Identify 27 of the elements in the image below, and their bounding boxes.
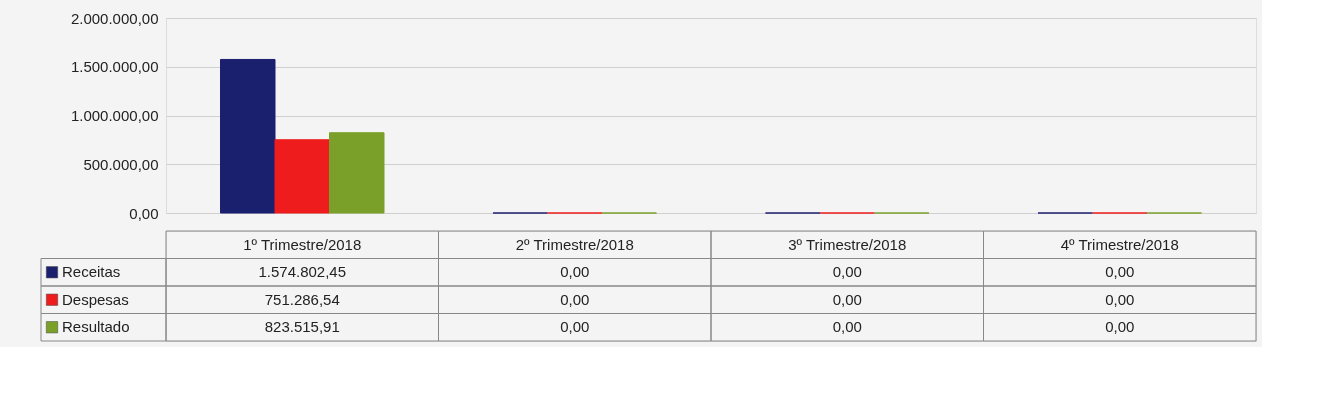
- bar: [329, 132, 385, 214]
- data-label: 0,00: [832, 290, 862, 308]
- legend-label: Resultado: [62, 318, 130, 336]
- data-label: 0,00: [1105, 263, 1135, 281]
- legend-label: Despesas: [62, 290, 129, 308]
- y-tick-label: 1.500.000,00: [70, 58, 159, 76]
- legend-label: Receitas: [62, 263, 121, 281]
- data-label: 0,00: [560, 263, 590, 281]
- x-tick-label: 4º Trimestre/2018: [1060, 235, 1179, 253]
- data-label: 0,00: [560, 318, 590, 336]
- data-label: 0,00: [1105, 290, 1135, 308]
- x-tick-label: 1º Trimestre/2018: [243, 235, 362, 253]
- data-label: 823.515,91: [264, 318, 340, 336]
- bar: [220, 58, 276, 214]
- bar: [274, 139, 330, 214]
- data-label: 0,00: [832, 263, 862, 281]
- y-tick-label: 500.000,00: [83, 155, 159, 173]
- x-tick-label: 3º Trimestre/2018: [788, 235, 907, 253]
- data-label: 0,00: [832, 318, 862, 336]
- x-tick-label: 2º Trimestre/2018: [515, 235, 634, 253]
- y-tick-label: 0,00: [129, 204, 159, 222]
- y-tick-label: 2.000.000,00: [70, 9, 159, 27]
- data-label: 751.286,54: [264, 290, 340, 308]
- data-label: 0,00: [560, 290, 590, 308]
- data-label: 0,00: [1105, 318, 1135, 336]
- y-tick-label: 1.000.000,00: [70, 107, 159, 124]
- data-label: 1.574.802,45: [258, 263, 347, 281]
